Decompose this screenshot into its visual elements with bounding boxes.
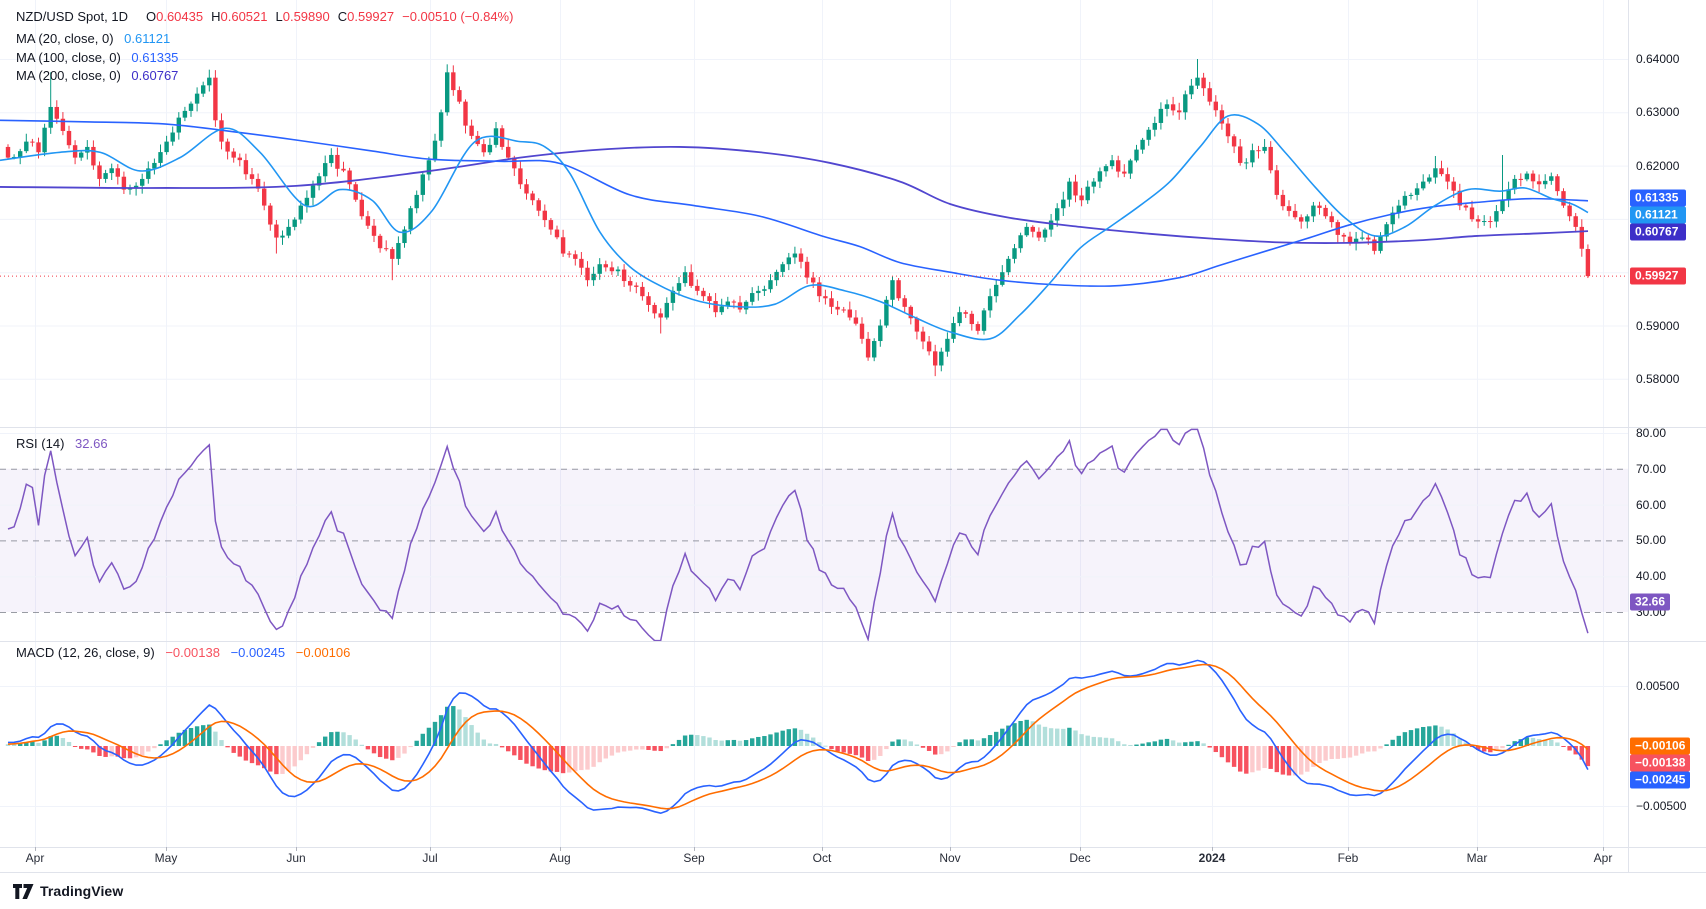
time-axis-label: Apr xyxy=(1593,851,1613,865)
macd-signal-value: −0.00106 xyxy=(295,645,351,660)
macd-axis-label: −0.00500 xyxy=(1636,799,1687,813)
macd-line-value: −0.00245 xyxy=(230,645,286,660)
time-axis-label: Jul xyxy=(422,851,438,865)
low-value: 0.59890 xyxy=(282,9,330,24)
macd-line-badge: −0.00245 xyxy=(1630,771,1691,789)
rsi-axis-label: 70.00 xyxy=(1636,461,1667,476)
macd-signal-badge: −0.00106 xyxy=(1630,737,1691,755)
ma200-legend-row[interactable]: MA (200, close, 0) 0.60767 xyxy=(16,68,178,83)
time-axis-label: Apr xyxy=(25,851,45,865)
rsi-value: 32.66 xyxy=(75,436,108,451)
high-label: H xyxy=(211,9,221,24)
ma20-label: MA (20, close, 0) xyxy=(16,31,114,46)
close-value: 0.59927 xyxy=(347,9,395,24)
rsi-value-badge: 32.66 xyxy=(1630,593,1671,611)
tradingview-logo-text: TradingView xyxy=(40,883,124,899)
ma100-legend-row[interactable]: MA (100, close, 0) 0.61335 xyxy=(16,50,178,65)
symbol-legend-row[interactable]: NZD/USD Spot, 1D O0.60435 H0.60521 L0.59890… xyxy=(16,9,513,24)
symbol-title: NZD/USD Spot, 1D xyxy=(16,9,128,24)
time-axis-label: Aug xyxy=(549,851,571,865)
macd-axis-label: 0.00500 xyxy=(1636,679,1680,693)
price-axis-label: 0.63000 xyxy=(1636,105,1680,120)
rsi-axis-label: 40.00 xyxy=(1636,569,1667,584)
macd-hist-badge: −0.00138 xyxy=(1630,754,1691,772)
ma100-value: 0.61335 xyxy=(131,50,179,65)
low-label: L xyxy=(275,9,283,24)
ma200-value: 0.60767 xyxy=(131,68,179,83)
price-axis-label: 0.64000 xyxy=(1636,52,1680,66)
macd-legend-row[interactable]: MACD (12, 26, close, 9) −0.00138 −0.0024… xyxy=(16,645,350,660)
ma100-price-badge: 0.61335 xyxy=(1630,189,1686,207)
ma200-label: MA (200, close, 0) xyxy=(16,68,121,83)
tradingview-logo[interactable]: TradingView xyxy=(13,883,123,899)
change-value: −0.00510 (−0.84%) xyxy=(402,9,514,24)
time-axis-label: Mar xyxy=(1466,851,1488,865)
time-axis-label: Feb xyxy=(1337,851,1359,865)
macd-hist-value: −0.00138 xyxy=(165,645,220,660)
ma100-label: MA (100, close, 0) xyxy=(16,50,121,65)
ma20-price-badge: 0.61121 xyxy=(1630,206,1686,224)
time-axis-label: 2024 xyxy=(1198,851,1226,865)
rsi-label: RSI (14) xyxy=(16,436,65,451)
ma20-legend-row[interactable]: MA (20, close, 0) 0.61121 xyxy=(16,31,170,46)
close-label: C xyxy=(337,9,348,24)
last-price-badge: 0.59927 xyxy=(1630,267,1686,285)
price-axis-label: 0.58000 xyxy=(1636,371,1680,386)
rsi-axis-label: 60.00 xyxy=(1636,497,1667,512)
time-axis-label: Sep xyxy=(683,851,705,865)
tradingview-logo-icon xyxy=(13,883,34,899)
macd-label: MACD (12, 26, close, 9) xyxy=(16,645,155,660)
time-axis-label: Oct xyxy=(812,851,832,865)
ma20-value: 0.61121 xyxy=(124,31,171,46)
open-value: 0.60435 xyxy=(156,9,204,24)
price-axis-label: 0.59000 xyxy=(1636,318,1680,333)
time-axis-label: May xyxy=(154,851,178,865)
price-axis-label: 0.62000 xyxy=(1636,158,1680,173)
rsi-axis-label: 50.00 xyxy=(1636,533,1667,548)
ma200-price-badge: 0.60767 xyxy=(1630,223,1686,241)
time-axis-label: Jun xyxy=(286,851,306,865)
time-axis-label: Nov xyxy=(939,851,961,865)
high-value: 0.60521 xyxy=(220,9,268,24)
time-axis-label: Dec xyxy=(1069,851,1091,865)
rsi-legend-row[interactable]: RSI (14) 32.66 xyxy=(16,436,108,451)
rsi-axis-label: 80.00 xyxy=(1636,426,1667,440)
open-label: O xyxy=(145,9,157,24)
